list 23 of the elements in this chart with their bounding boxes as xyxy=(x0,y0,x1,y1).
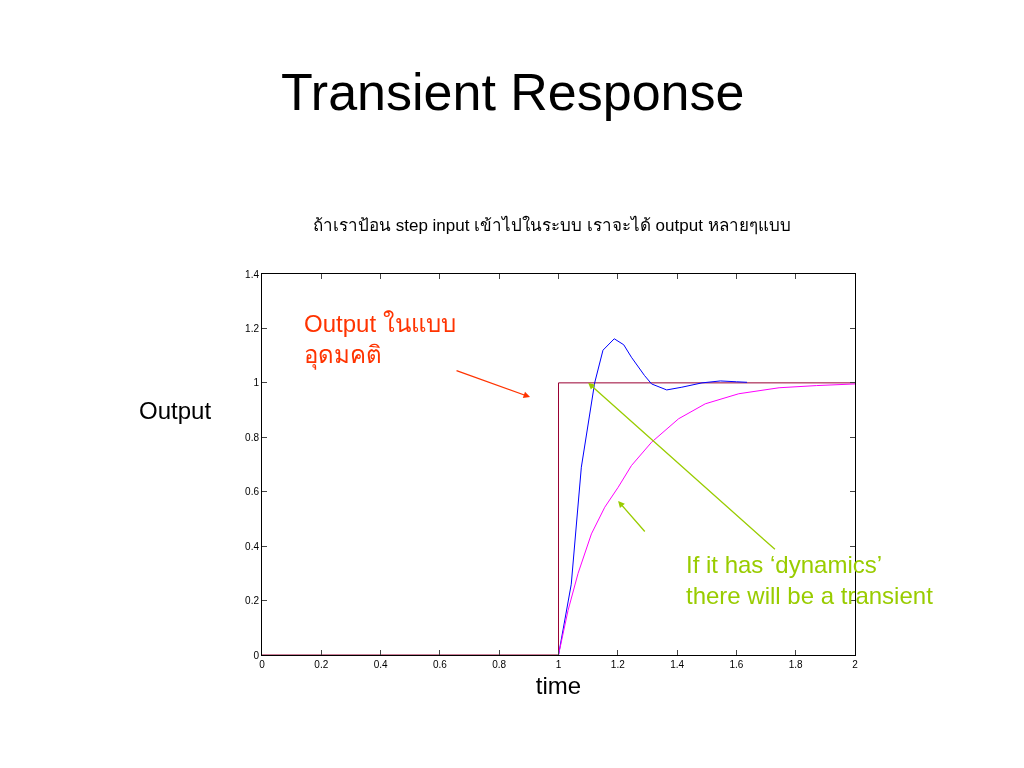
x-tick-label: 1.8 xyxy=(788,659,804,670)
x-tick-label: 0.6 xyxy=(432,659,448,670)
y-axis-title: Output xyxy=(139,397,212,424)
y-tick-label: 0 xyxy=(253,649,260,661)
x-tick-label: 2 xyxy=(852,659,859,670)
x-tick-label: 1.6 xyxy=(729,659,744,670)
y-tick-label: 0.6 xyxy=(245,486,260,498)
x-tick-label: 1.2 xyxy=(610,659,626,670)
x-tick-label: 0.8 xyxy=(492,659,507,670)
y-tick-label: 0.8 xyxy=(245,431,260,443)
y-tick-label: 1.2 xyxy=(245,322,260,334)
y-tick-label: 1.4 xyxy=(245,268,260,280)
x-tick-label: 1 xyxy=(555,659,562,670)
chart-subtitle: ถ้าเราป้อน step input เข้าไปในระบบ เราจะได้ output หลายๆแบบ xyxy=(313,215,791,235)
y-tick-label: 1 xyxy=(253,377,260,389)
y-tick-label: 0.4 xyxy=(245,540,260,552)
x-tick-label: 0.2 xyxy=(314,659,329,670)
x-tick-label: 0.4 xyxy=(373,659,388,670)
y-tick-label: 0.2 xyxy=(245,595,260,607)
chart-title: Transient Response xyxy=(281,63,745,121)
annotation: Output ในแบบ อุดมคติ xyxy=(304,310,456,371)
x-axis-title: time xyxy=(535,672,582,700)
x-tick-label: 1.4 xyxy=(670,659,685,670)
